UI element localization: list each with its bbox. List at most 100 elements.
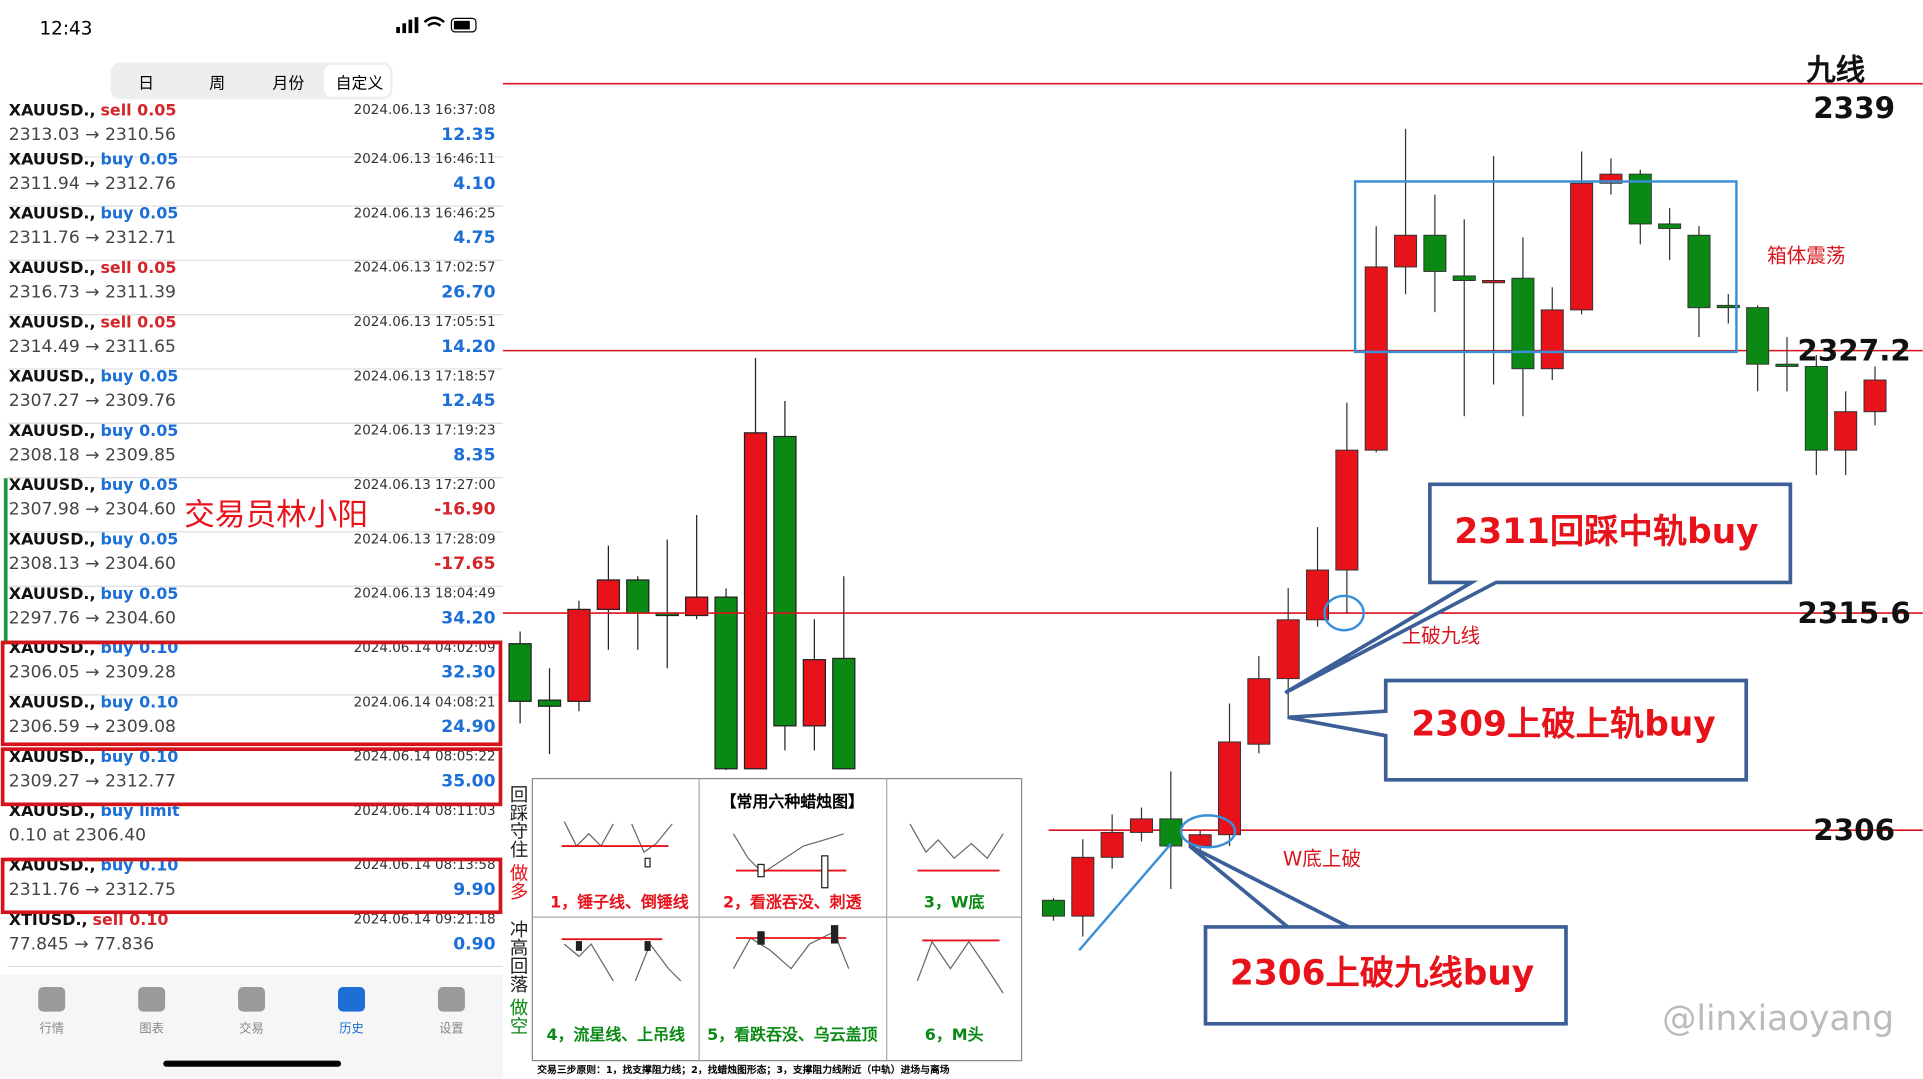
legend-item: 3，W底 [924,892,985,911]
prices: 2306.59 → 2309.08 [9,717,176,737]
level-label: 2306 [1813,813,1895,847]
nav-label[interactable]: 行情 [39,1021,64,1035]
profit: 26.70 [441,282,495,302]
tab[interactable]: 月份 [272,73,304,92]
candle-body [1452,275,1476,281]
side: buy 0.10 [100,747,178,766]
time: 2024.06.13 17:02:57 [354,260,496,276]
symbol: XAUUSD., [9,747,96,766]
prices: 2309.27 → 2312.77 [9,771,176,791]
level-label: 2327.2 [1797,333,1910,367]
legend-item: 4，流星线、上吊线 [547,1025,686,1044]
prices: 2308.13 → 2304.60 [9,554,176,574]
side-label: 回踩守住 [507,785,528,859]
profit: 35.00 [441,771,495,791]
callout-label: 2309上破上轨buy [1411,705,1715,745]
candle-body [1687,234,1711,309]
candle-body [1276,619,1300,680]
profit: 8.35 [453,445,495,465]
candle-body [1041,899,1065,917]
nav-icon[interactable] [338,987,365,1012]
annotation: W底上破 [1283,848,1361,871]
side: sell 0.05 [100,258,176,277]
prices: 2308.18 → 2309.85 [9,445,176,465]
side: sell 0.05 [100,100,176,119]
symbol: XAUUSD., [9,692,96,711]
candle-body [1129,818,1154,833]
tab[interactable]: 日 [138,73,154,92]
candle-body [1540,309,1564,370]
callout-frames [1188,482,1793,1026]
candle-body [1423,234,1447,272]
candle-body [1071,856,1095,917]
nav-icon[interactable] [138,987,166,1012]
candle-body [1364,266,1388,451]
candle-body [1775,363,1799,367]
time: 2024.06.13 16:46:25 [354,205,496,221]
prices: 2307.98 → 2304.60 [9,500,176,520]
prices: 2311.76 → 2312.71 [9,228,176,248]
tab[interactable]: 周 [209,73,225,92]
profit: -17.65 [434,554,495,574]
candle-body [1716,304,1740,309]
candle-body [1658,223,1682,229]
circle-marker [1179,814,1237,849]
legend-footer: 交易三步原则：1，找支撑阻力线；2，找蜡烛图形态；3，支撑阻力线附近（中轨）进场… [537,1063,950,1076]
side-label: 冲高回落 [507,920,528,994]
range-box [1353,180,1738,354]
candle-body [1394,234,1418,268]
phone-panel [0,0,503,1079]
symbol: XAUUSD., [9,100,96,119]
nav-label[interactable]: 设置 [439,1021,464,1035]
nav-icon[interactable] [437,987,465,1012]
side-label: 做多 [507,863,528,900]
time: 2024.06.14 08:11:03 [354,803,496,819]
candle-body [1159,818,1183,847]
tab[interactable]: 自定义 [336,73,384,92]
prices: 2306.05 → 2309.28 [9,663,176,683]
nav-icon[interactable] [238,987,266,1012]
time: 2024.06.13 17:27:00 [354,477,496,493]
nav-label[interactable]: 图表 [139,1021,164,1035]
circle-marker [1323,594,1365,632]
profit: 4.75 [453,228,495,248]
symbol: XAUUSD., [9,312,96,331]
side: buy 0.05 [100,149,178,168]
legend-item: 2，看涨吞没、刺透 [723,892,863,911]
candle-body [1247,678,1271,745]
symbol: XAUUSD., [9,530,96,549]
profit: 0.90 [453,934,495,954]
annotation: 上破九线 [1402,624,1480,647]
nav-label[interactable]: 历史 [339,1021,364,1035]
symbol: XAUUSD., [9,258,96,277]
level-label: 2339 [1813,91,1895,125]
time: 2024.06.13 17:28:09 [354,531,496,547]
nav-icon[interactable] [38,987,66,1012]
status-icons [396,16,477,34]
level-name: 九线 [1806,53,1865,87]
side: buy 0.10 [100,692,178,711]
symbol: XAUUSD., [9,367,96,386]
time: 2024.06.14 08:05:22 [354,749,496,765]
profit: 12.35 [441,125,495,145]
side: buy 0.05 [100,475,178,494]
symbol: XAUUSD., [9,475,96,494]
candle-fragment [508,358,856,771]
time: 2024.06.13 17:19:23 [354,423,496,439]
segmented-control [110,62,393,100]
symbol: XAUUSD., [9,149,96,168]
nav-label[interactable]: 交易 [239,1020,264,1035]
prices: 77.845 → 77.836 [9,934,154,954]
overlay-name: 交易员林小阳 [184,498,368,533]
candle-body [1834,411,1858,451]
side: buy 0.05 [100,584,178,603]
profit: 24.90 [441,717,495,737]
loss-marker [3,478,8,642]
candle-body [1804,365,1828,451]
profit: -16.90 [434,500,495,520]
time: 2024.06.13 16:46:11 [354,151,496,167]
prices: 2313.03 → 2310.56 [9,125,176,145]
candle-body [1511,277,1535,370]
home-indicator [163,1060,342,1067]
